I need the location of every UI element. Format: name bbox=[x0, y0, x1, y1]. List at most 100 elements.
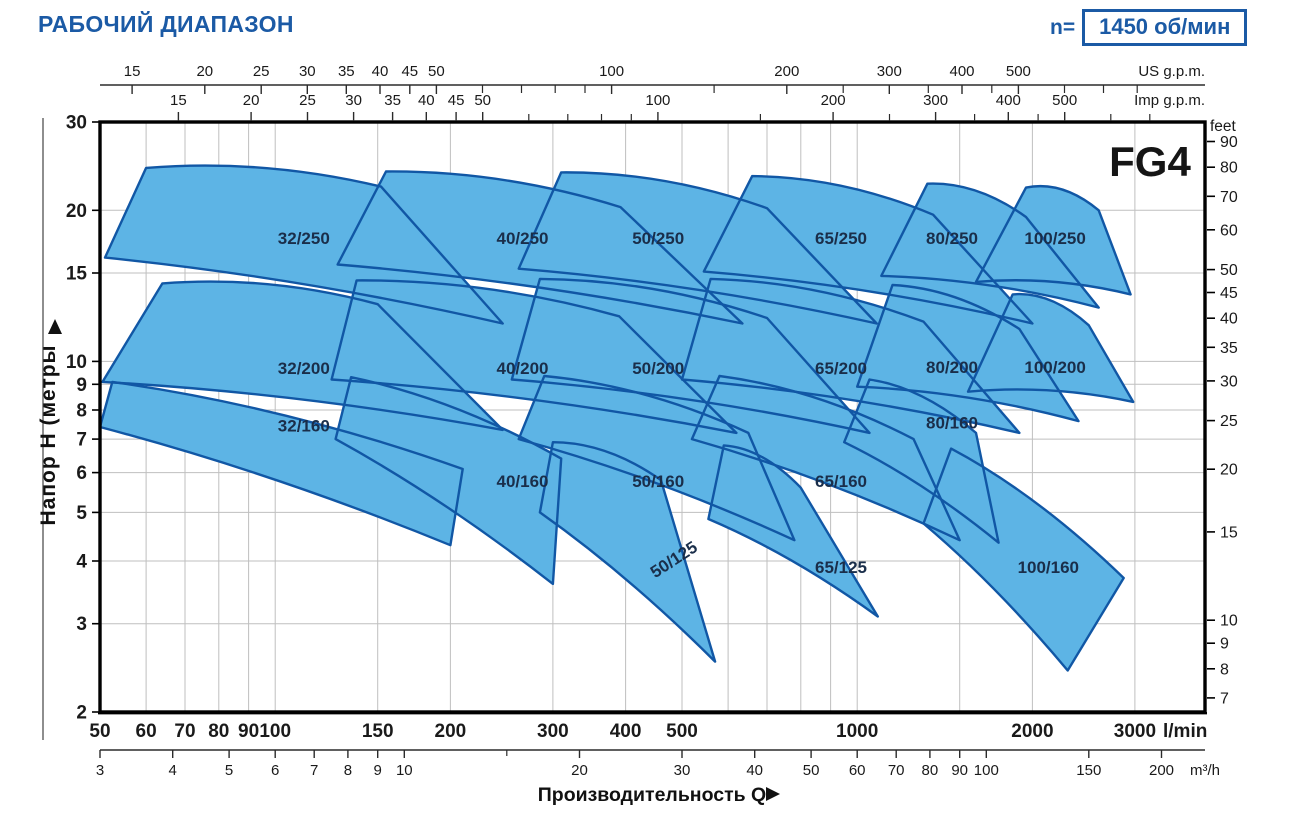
usgpm-tick-label: 45 bbox=[401, 63, 418, 80]
speed-n-label: n= bbox=[1050, 15, 1076, 39]
m3h-tick-label: 100 bbox=[974, 762, 999, 779]
impgpm-tick-label: 300 bbox=[923, 92, 948, 109]
pump-region-outline-80-250 bbox=[880, 182, 1100, 309]
pump-region-fill-65-250 bbox=[703, 176, 1033, 324]
region-label-40-250: 40/250 bbox=[497, 229, 549, 248]
feet-tick-label: 8 bbox=[1220, 661, 1229, 678]
pump-region-outline-50-200 bbox=[510, 277, 871, 435]
usgpm-axis-unit: US g.p.m. bbox=[1138, 63, 1205, 80]
x-axis-usgpm: 15 20 25 30 35 40 45 50 100 200 300 400 500 US g.p.m. bbox=[100, 63, 1205, 94]
region-label-65-250: 65/250 bbox=[815, 229, 867, 248]
lmin-tick-label: 70 bbox=[174, 721, 195, 742]
meters-tick-label: 4 bbox=[76, 552, 87, 573]
pump-region-fill-100-250 bbox=[976, 186, 1131, 295]
impgpm-tick-label: 45 bbox=[448, 92, 465, 109]
model-label: FG4 bbox=[1109, 138, 1191, 185]
impgpm-tick-label: 50 bbox=[474, 92, 491, 109]
region-label-40-200: 40/200 bbox=[497, 359, 549, 378]
x-axis-impgpm: 15 20 25 30 35 40 45 50 100 200 300 400 500 Imp g.p.m… bbox=[170, 92, 1205, 121]
lmin-tick-label: 2000 bbox=[1011, 721, 1053, 742]
page-title: РАБОЧИЙ ДИАПАЗОН bbox=[38, 11, 294, 37]
lmin-tick-label: 100 bbox=[259, 721, 291, 742]
impgpm-axis-unit: Imp g.p.m. bbox=[1134, 92, 1205, 109]
pump-region-outline-65-250 bbox=[702, 174, 1034, 325]
feet-tick-label: 7 bbox=[1220, 690, 1229, 707]
y-axis-title: Напор H (метры bbox=[37, 345, 60, 526]
feet-axis-unit: feet bbox=[1210, 118, 1237, 135]
usgpm-tick-label: 50 bbox=[428, 63, 445, 80]
pump-region-outlines bbox=[98, 164, 1135, 672]
m3h-tick-label: 40 bbox=[746, 762, 763, 779]
pump-region-outline-65-200 bbox=[680, 277, 1021, 435]
m3h-tick-label: 6 bbox=[271, 762, 279, 779]
pump-region-fill-65-125 bbox=[708, 445, 878, 617]
y-axis-meters: 2 3 4 5 6 7 8 910 15 20 30 Напор H (метры bbox=[37, 113, 99, 724]
pump-region-outline-50-125 bbox=[538, 441, 717, 663]
usgpm-tick-label: 25 bbox=[253, 63, 270, 80]
pump-region-outline-32-160 bbox=[98, 380, 464, 547]
lmin-tick-label: 150 bbox=[362, 721, 394, 742]
usgpm-tick-label: 300 bbox=[877, 63, 902, 80]
pump-region-outline-80-160 bbox=[843, 378, 1000, 544]
x-axis-title: Производительность Q bbox=[538, 784, 780, 806]
region-label-40-160: 40/160 bbox=[497, 472, 549, 491]
pump-region-outline-100-250 bbox=[974, 184, 1132, 296]
m3h-tick-label: 4 bbox=[169, 762, 177, 779]
m3h-tick-label: 200 bbox=[1149, 762, 1174, 779]
lmin-tick-label: 500 bbox=[666, 721, 698, 742]
lmin-tick-label: 60 bbox=[136, 721, 157, 742]
usgpm-tick-label: 200 bbox=[774, 63, 799, 80]
pump-region-fill-50-125 bbox=[539, 442, 716, 662]
meters-tick-label: 8 bbox=[76, 401, 87, 422]
usgpm-tick-label: 40 bbox=[372, 63, 389, 80]
m3h-tick-label: 150 bbox=[1076, 762, 1101, 779]
region-label-32-250: 32/250 bbox=[278, 229, 330, 248]
speed-value-box: 1450 об/мин bbox=[1082, 9, 1248, 46]
m3h-tick-label: 10 bbox=[396, 762, 413, 779]
feet-tick-label: 45 bbox=[1220, 285, 1238, 302]
impgpm-tick-label: 100 bbox=[645, 92, 670, 109]
lmin-tick-label: 50 bbox=[89, 721, 110, 742]
pump-region-fill-40-160 bbox=[335, 377, 562, 584]
impgpm-tick-label: 400 bbox=[996, 92, 1021, 109]
feet-tick-label: 20 bbox=[1220, 462, 1238, 479]
impgpm-tick-label: 40 bbox=[418, 92, 435, 109]
impgpm-tick-label: 20 bbox=[243, 92, 260, 109]
impgpm-tick-label: 200 bbox=[821, 92, 846, 109]
usgpm-tick-label: 100 bbox=[599, 63, 624, 80]
m3h-tick-label: 3 bbox=[96, 762, 104, 779]
usgpm-tick-label: 500 bbox=[1006, 63, 1031, 80]
meters-tick-label: 20 bbox=[66, 201, 87, 222]
region-label-32-160: 32/160 bbox=[278, 417, 330, 436]
usgpm-tick-label: 30 bbox=[299, 63, 316, 80]
region-label-50-250: 50/250 bbox=[632, 229, 684, 248]
m3h-tick-label: 5 bbox=[225, 762, 233, 779]
pump-region-fill-32-160 bbox=[100, 381, 463, 546]
meters-tick-label: 9 bbox=[76, 375, 87, 396]
usgpm-tick-label: 400 bbox=[949, 63, 974, 80]
lmin-tick-label: 200 bbox=[435, 721, 467, 742]
y-axis-arrow-icon bbox=[48, 319, 62, 334]
pump-region-outline-40-200 bbox=[330, 279, 738, 435]
usgpm-tick-label: 35 bbox=[338, 63, 355, 80]
m3h-tick-label: 8 bbox=[344, 762, 352, 779]
feet-tick-label: 15 bbox=[1220, 524, 1238, 541]
usgpm-tick-label: 15 bbox=[124, 63, 141, 80]
feet-tick-label: 70 bbox=[1220, 189, 1238, 206]
feet-tick-label: 9 bbox=[1220, 636, 1229, 653]
region-label-65-160: 65/160 bbox=[815, 472, 867, 491]
pump-region-outline-40-160 bbox=[334, 376, 563, 586]
m3h-tick-label: 90 bbox=[951, 762, 968, 779]
meters-tick-label: 2 bbox=[76, 703, 87, 724]
region-label-100-200: 100/200 bbox=[1024, 358, 1085, 377]
m3h-tick-label: 20 bbox=[571, 762, 588, 779]
m3h-tick-label: 80 bbox=[922, 762, 939, 779]
region-label-50-200: 50/200 bbox=[632, 359, 684, 378]
x-axis-lmin: 50 60 70 80 90 100 150 200 300 400 500 1000 2000 3000… bbox=[89, 721, 1207, 742]
pump-region-outline-32-250 bbox=[103, 164, 504, 325]
m3h-tick-label: 70 bbox=[888, 762, 905, 779]
meters-tick-label: 3 bbox=[76, 614, 87, 635]
lmin-tick-label: 3000 bbox=[1114, 721, 1156, 742]
feet-tick-label: 40 bbox=[1220, 311, 1238, 328]
impgpm-tick-label: 30 bbox=[345, 92, 362, 109]
